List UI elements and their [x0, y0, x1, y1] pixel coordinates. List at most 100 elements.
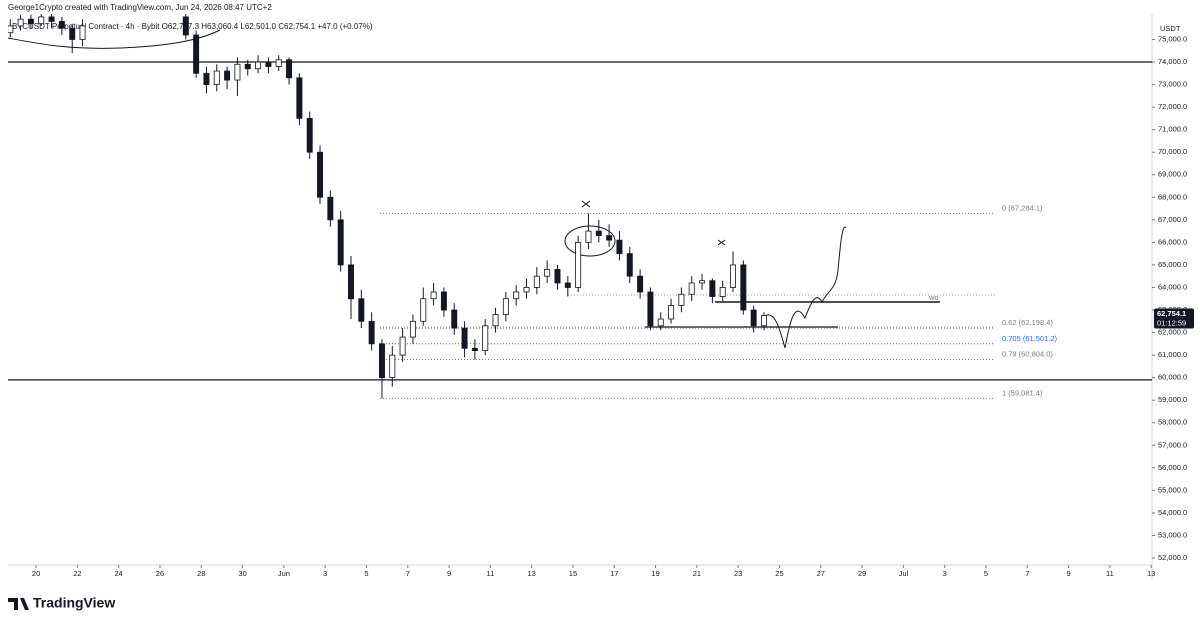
candle-body: [337, 219, 344, 266]
y-tick-label: 66,000.0: [1158, 237, 1187, 246]
x-tick-label: 29: [858, 569, 866, 578]
candle-body: [471, 347, 478, 351]
x-tick-label: 17: [610, 569, 618, 578]
candle-body: [502, 298, 509, 315]
fib-label: 1 (59,081.4): [1002, 388, 1043, 397]
y-tick-label: 53,000.0: [1158, 530, 1187, 539]
candle-body: [234, 63, 241, 81]
x-tick-label: 7: [1025, 569, 1029, 578]
x-tick-label: 11: [486, 569, 494, 578]
x-tick-label: 15: [569, 569, 577, 578]
candle-body: [275, 59, 282, 67]
countdown-label: 01:12:59: [1157, 319, 1186, 328]
x-tick-label: 9: [447, 569, 451, 578]
x-tick-label: 21: [693, 569, 701, 578]
candle-body: [678, 293, 685, 306]
candle-body: [306, 117, 313, 153]
x-tick-label: 9: [1066, 569, 1070, 578]
fib-label: 0.62 (62,198.4): [1002, 318, 1053, 327]
candle-body: [709, 280, 716, 297]
candle-body: [740, 264, 747, 311]
x-tick-label: 28: [197, 569, 205, 578]
candle-body: [761, 315, 767, 327]
y-tick-label: 62,000.0: [1158, 328, 1187, 337]
y-tick-label: 59,000.0: [1158, 395, 1187, 404]
x-tick-label: 5: [364, 569, 368, 578]
x-tick-label: 11: [1106, 569, 1114, 578]
y-tick-label: 56,000.0: [1158, 463, 1187, 472]
x-tick-label: Jul: [899, 569, 909, 578]
candle-body: [265, 61, 272, 67]
candle-body: [368, 320, 375, 345]
candle-body: [69, 27, 76, 40]
x-tick-label: 22: [73, 569, 81, 578]
y-tick-label: 65,000.0: [1158, 260, 1187, 269]
candle-body: [626, 253, 633, 277]
candle-body: [203, 72, 210, 85]
candle-body: [79, 25, 86, 40]
candle-body: [492, 314, 499, 327]
plot-area: [8, 14, 1152, 399]
candle-body: [224, 70, 231, 81]
y-tick-label: 72,000.0: [1158, 102, 1187, 111]
candle-body: [616, 239, 623, 255]
candle-body: [420, 298, 427, 322]
candle-body: [213, 70, 220, 85]
x-tick-label: 20: [32, 569, 40, 578]
candle-body: [606, 235, 613, 241]
candle-body: [750, 309, 757, 327]
x-tick-label: 19: [651, 569, 659, 578]
y-tick-label: 58,000.0: [1158, 418, 1187, 427]
last-price-box: [1154, 308, 1194, 329]
candle-body: [348, 264, 354, 300]
y-tick-label: 73,000.0: [1158, 80, 1187, 89]
candle-body: [38, 16, 45, 25]
drawn-cross: [581, 200, 726, 246]
candle-body: [399, 336, 406, 356]
y-tick-label: 60,000.0: [1158, 373, 1187, 382]
x-tick-label: 3: [943, 569, 947, 578]
candle-body: [17, 18, 24, 27]
y-tick-label: 69,000.0: [1158, 170, 1187, 179]
candle-body: [461, 327, 468, 349]
x-tick-label: 27: [817, 569, 825, 578]
fib-label: 0.705 (61,501.2): [1002, 334, 1058, 343]
candle-body: [378, 343, 385, 379]
x-tick-label: 13: [528, 569, 536, 578]
x-tick-label: 7: [406, 569, 410, 578]
currency: USDT: [1160, 24, 1181, 33]
y-tick-label: 67,000.0: [1158, 215, 1187, 224]
candle-body: [730, 264, 736, 288]
y-tick-label: 54,000.0: [1158, 508, 1187, 517]
candle-body: [255, 61, 262, 70]
y-tick-label: 55,000.0: [1158, 485, 1187, 494]
candle-body: [575, 241, 582, 288]
candle-body: [554, 269, 561, 284]
x-tick-label: 24: [115, 569, 123, 578]
candle-body: [595, 230, 602, 237]
candle-body: [8, 25, 14, 34]
y-tick-label: 74,000.0: [1158, 57, 1187, 66]
candle-body: [523, 287, 530, 293]
y-tick-label: 52,000.0: [1158, 553, 1187, 562]
candle-body: [451, 309, 458, 329]
y-tick-label: 75,000.0: [1158, 34, 1187, 43]
watermark: TradingView: [8, 595, 115, 611]
fib-label: 0.79 (60,804.0): [1002, 350, 1053, 359]
candle-body: [244, 63, 251, 70]
candle-body: [699, 280, 706, 284]
y-tick-label: 68,000.0: [1158, 192, 1187, 201]
candle-body: [440, 291, 447, 311]
y-tick-label: 70,000.0: [1158, 147, 1187, 156]
x-tick-label: 5: [984, 569, 988, 578]
x-tick-label: 3: [323, 569, 327, 578]
x-tick-label: Jun: [278, 569, 290, 578]
candle-body: [637, 275, 644, 293]
x-tick-label: 25: [775, 569, 783, 578]
projection-path: [764, 226, 847, 349]
drawn-ellipse: [564, 225, 616, 257]
candle-body: [27, 18, 34, 25]
candle-body: [719, 287, 726, 297]
